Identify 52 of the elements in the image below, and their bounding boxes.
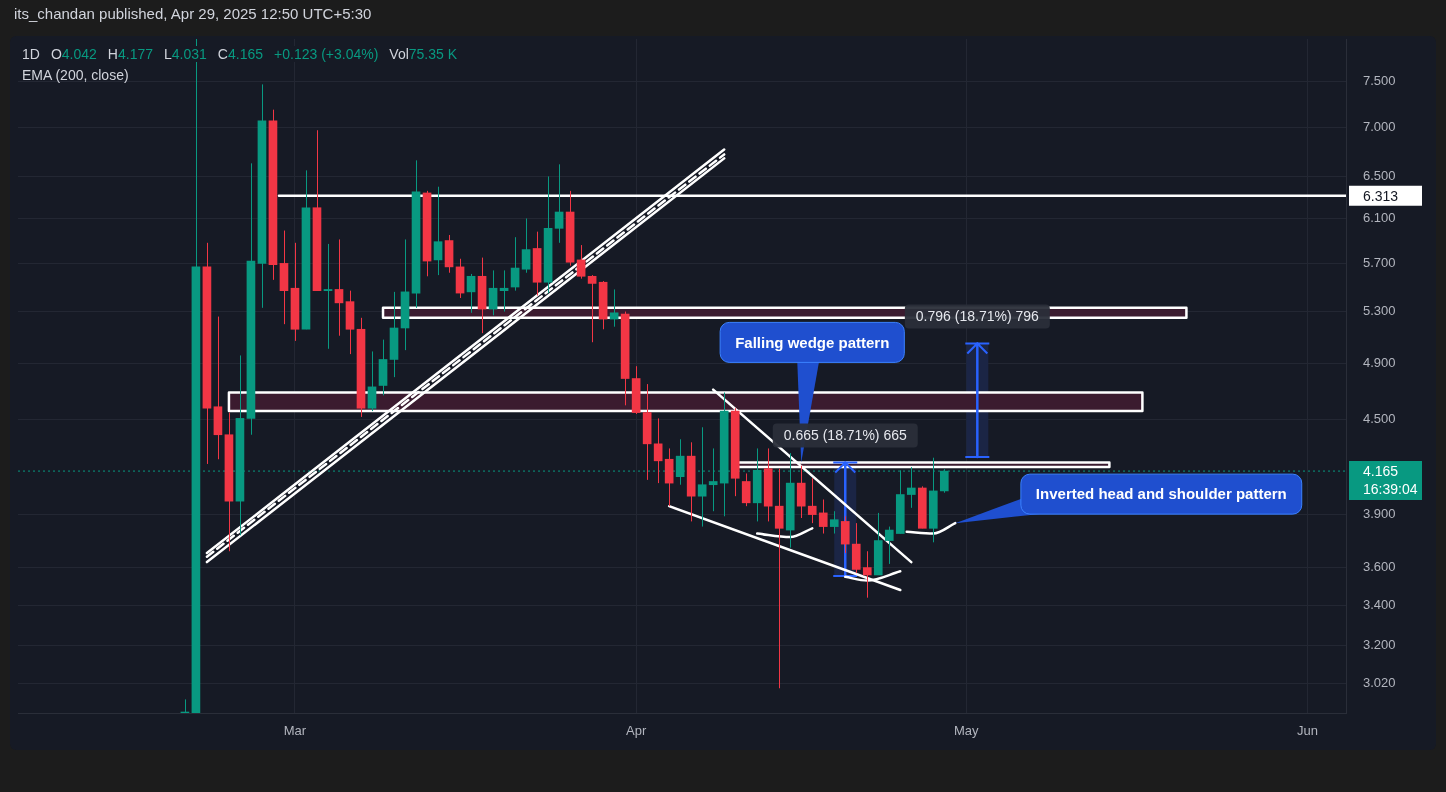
candlestick [521, 217, 531, 274]
candlestick [488, 269, 498, 316]
y-tick-label: 5.700 [1363, 254, 1396, 270]
text: 16:39:04 [1363, 480, 1418, 497]
candlestick [367, 350, 377, 412]
text: its_chandan published, Apr 29, 2025 12:50 UTC+5:30 [14, 5, 372, 22]
candlestick [884, 526, 894, 565]
annotation: +0.123 (+3.04%) [274, 46, 379, 62]
annotation: L4.031 [164, 46, 207, 62]
y-tick-label: 7.000 [1363, 118, 1396, 134]
text: 1D [20, 46, 42, 62]
candlestick [796, 465, 806, 519]
annotation: 0.796 (18.71%) 796 [915, 308, 1040, 325]
y-tick-label: 6.500 [1363, 168, 1396, 184]
candlestick [323, 243, 333, 350]
candlestick [433, 186, 443, 276]
y-tick-label: 6.100 [1363, 210, 1396, 226]
y-tick-label: 7.500 [1363, 73, 1396, 89]
annotation: C4.165 [217, 46, 264, 62]
candlestick [829, 510, 839, 535]
candlestick [609, 288, 619, 328]
annotation: O4.042 [50, 46, 97, 62]
annotation: 0.665 (18.71%) 665 [783, 427, 907, 444]
y-tick-label: 3.400 [1363, 597, 1396, 612]
y-tick-label: 4.500 [1363, 411, 1396, 427]
y-tick-label: 4.900 [1363, 355, 1396, 371]
y-tick-label: 3.900 [1363, 506, 1396, 522]
annotation: Inverted head and shoulder pattern [1035, 485, 1287, 503]
x-tick-label: Mar [283, 723, 307, 739]
text: EMA (200, close) [22, 67, 129, 83]
candlestick [774, 468, 784, 689]
y-tick-label: 3.020 [1363, 675, 1396, 691]
x-tick-label: Jun [1297, 723, 1318, 739]
x-tick-label: Apr [626, 723, 647, 739]
candlestick [862, 550, 872, 599]
x-tick-label: May [954, 723, 980, 739]
candlestick [818, 498, 828, 535]
candlestick [466, 273, 476, 314]
y-tick-label: 5.300 [1363, 303, 1396, 319]
ref-line-label: 4.165 [1363, 462, 1399, 479]
candlestick [554, 163, 564, 244]
candlestick [587, 274, 597, 343]
series-label: 6.313 [1363, 187, 1399, 204]
annotation: H4.177 [107, 46, 154, 62]
candlestick [334, 238, 344, 337]
candlestick [576, 244, 586, 280]
y-tick-label: 3.600 [1363, 559, 1396, 575]
annotation: Vol75.35 K [389, 46, 458, 62]
y-tick-label: 3.200 [1363, 637, 1396, 653]
candlestick [741, 472, 751, 507]
candlestick [807, 477, 817, 524]
annotation: Falling wedge pattern [735, 333, 890, 351]
